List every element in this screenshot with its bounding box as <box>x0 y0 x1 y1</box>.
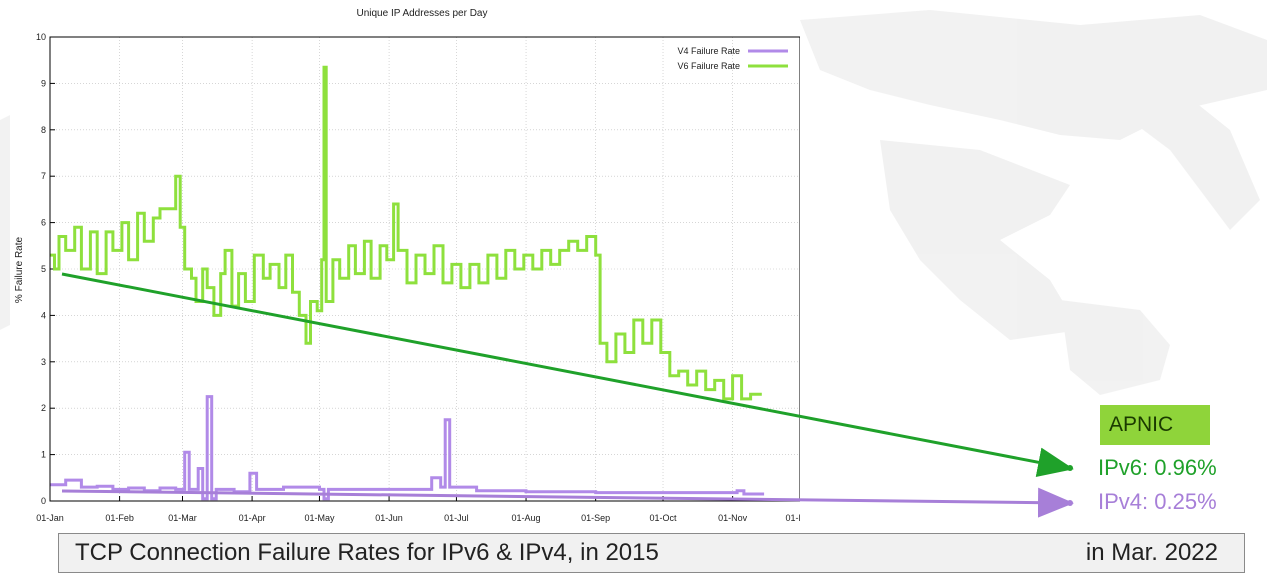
y-tick-label: 0 <box>41 496 46 506</box>
y-tick-label: 2 <box>41 403 46 413</box>
y-tick-label: 9 <box>41 78 46 88</box>
apnic-badge: APNIC <box>1100 405 1210 445</box>
y-tick-label: 10 <box>36 32 46 42</box>
y-tick-label: 8 <box>41 125 46 135</box>
y-tick-label: 4 <box>41 310 46 320</box>
legend: V4 Failure Rate V6 Failure Rate <box>677 46 788 71</box>
x-tick-label: 01-Apr <box>239 513 266 523</box>
series-line-v4 <box>50 395 765 501</box>
x-tick-label: 01-Oct <box>650 513 678 523</box>
chart-panel: Unique IP Addresses per Day % Failure Ra… <box>10 0 800 528</box>
ipv6-rate-label: IPv6: 0.96% <box>1098 455 1217 480</box>
ipv4-rate-label: IPv4: 0.25% <box>1098 489 1217 514</box>
x-tick-label: 01-Aug <box>512 513 541 523</box>
y-tick-label: 1 <box>41 450 46 460</box>
x-tick-label: 01-Sep <box>581 513 610 523</box>
x-tick-label: 01-Jun <box>375 513 403 523</box>
x-axis-ticks: 01-Jan 01-Feb 01-Mar 01-Apr 01-May 01-Jun 01-J… <box>36 496 800 523</box>
x-tick-label: 01-Nov <box>718 513 748 523</box>
y-tick-label: 6 <box>41 218 46 228</box>
y-axis-ticks: 0 1 2 3 4 5 6 7 8 9 10 <box>36 32 55 506</box>
x-tick-label: 01-Mar <box>168 513 197 523</box>
x-tick-label: 01-Dec <box>785 513 800 523</box>
chart-svg: Unique IP Addresses per Day % Failure Ra… <box>14 8 800 523</box>
chart-title: Unique IP Addresses per Day <box>356 8 487 19</box>
y-tick-label: 7 <box>41 171 46 181</box>
y-tick-label: 5 <box>41 264 46 274</box>
x-tick-label: 01-Feb <box>105 513 134 523</box>
caption-date: in Mar. 2022 <box>1085 539 1218 566</box>
series-line-v6 <box>50 65 762 401</box>
series-layer <box>50 65 765 501</box>
x-tick-label: 01-May <box>304 513 335 523</box>
legend-label: V4 Failure Rate <box>677 46 740 56</box>
x-tick-label: 01-Jan <box>36 513 64 523</box>
caption-bar: TCP Connection Failure Rates for IPv6 & … <box>58 533 1245 573</box>
y-tick-label: 3 <box>41 357 46 367</box>
y-axis-label: % Failure Rate <box>14 236 25 303</box>
x-tick-label: 01-Jul <box>444 513 469 523</box>
legend-label: V6 Failure Rate <box>677 61 740 71</box>
caption-title: TCP Connection Failure Rates for IPv6 & … <box>75 539 659 566</box>
